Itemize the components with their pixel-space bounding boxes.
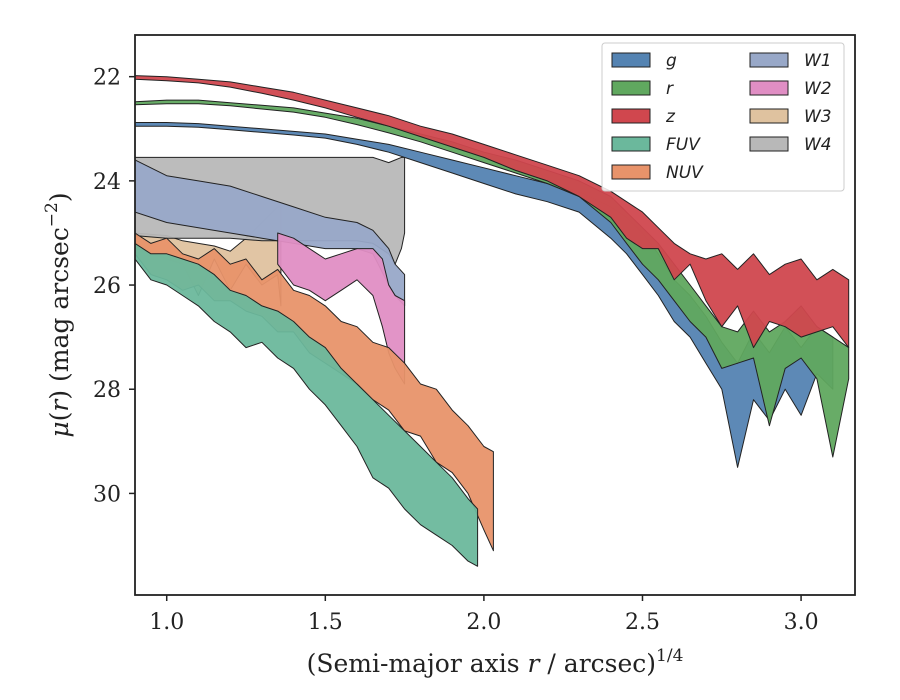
y-axis: 22 24 26 28 30 — [93, 66, 135, 507]
legend-label: NUV — [666, 163, 704, 183]
legend-item-fuv: FUV — [611, 135, 701, 155]
legend-item-w2: W2 — [749, 79, 832, 99]
legend-swatch — [611, 108, 651, 124]
legend-item-z: z — [611, 107, 676, 127]
bands-layer — [135, 75, 850, 567]
legend-label: r — [666, 79, 674, 99]
legend-swatch — [611, 52, 651, 68]
x-tick-label: 3.0 — [784, 610, 819, 635]
legend-swatch — [611, 136, 651, 152]
legend-swatch — [611, 80, 651, 96]
legend-label: W1 — [804, 51, 832, 71]
legend-item-r: r — [611, 79, 674, 99]
legend-item-w1: W1 — [749, 51, 832, 71]
x-tick-label: 1.5 — [308, 610, 343, 635]
legend-label: z — [665, 107, 676, 127]
x-axis-label: (Semi-major axis r / arcsec)1/4 — [307, 646, 684, 678]
legend-label: g — [666, 51, 677, 71]
legend-swatch — [611, 164, 651, 180]
legend-swatch — [749, 108, 789, 124]
y-tick-label: 28 — [93, 378, 121, 403]
legend-item-w3: W3 — [749, 107, 832, 127]
legend-swatch — [749, 136, 789, 152]
legend-label: W2 — [804, 79, 832, 99]
band-fuv — [135, 242, 479, 567]
y-tick-label: 30 — [93, 482, 121, 507]
legend-item-nuv: NUV — [611, 163, 704, 183]
y-tick-label: 24 — [93, 170, 121, 195]
x-tick-label: 1.0 — [149, 610, 184, 635]
legend-item-g: g — [611, 51, 677, 71]
legend-swatch — [749, 80, 789, 96]
legend-label: W3 — [804, 107, 832, 127]
legend-label: FUV — [666, 135, 701, 155]
x-axis: 1.0 1.5 2.0 2.5 3.0 — [149, 595, 819, 635]
x-tick-label: 2.0 — [466, 610, 501, 635]
legend-box — [601, 42, 845, 192]
legend-label: W4 — [804, 135, 832, 155]
y-tick-label: 26 — [93, 274, 121, 299]
y-axis-label: μ(r) (mag arcsec−2) — [42, 192, 74, 437]
y-tick-label: 22 — [93, 66, 121, 91]
x-tick-label: 2.5 — [625, 610, 660, 635]
legend: grz FUV NUV W1 W2 W3 W4 — [601, 42, 845, 192]
plot-frame — [134, 34, 856, 596]
legend-swatch — [749, 52, 789, 68]
band-z — [135, 75, 850, 349]
legend-item-w4: W4 — [749, 135, 832, 155]
